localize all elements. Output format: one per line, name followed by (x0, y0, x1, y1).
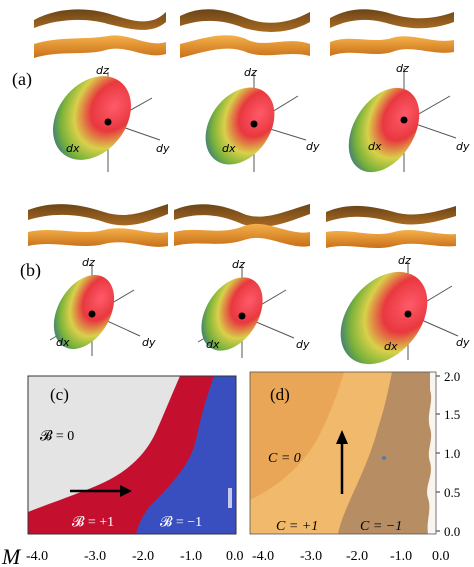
axis-dx-a1: dx (66, 142, 80, 155)
region-c-zero (250, 372, 344, 500)
d-tick-4: 0.0 (432, 549, 450, 564)
d-tick-1: -3.0 (300, 549, 322, 564)
axis-dy-b1: dy (142, 336, 156, 349)
panel-d-right-axis: 2.0 1.5 1.0 0.5 0.0 (436, 369, 460, 539)
panel-d-arrow-head (336, 430, 348, 444)
band-plot-a3 (330, 9, 454, 56)
panel-a-spheres: dz dx dy dz dx dy dz dx dy (53, 62, 470, 173)
axis-dx-a3: dx (368, 140, 382, 153)
d-tick-2: -2.0 (346, 549, 368, 564)
panel-c-region-label-1: 𝓑 = +1 (72, 515, 114, 530)
axis-dz-a1: dz (96, 64, 109, 77)
panel-c-label: (c) (50, 385, 69, 404)
axis-dy-b2: dy (296, 338, 310, 351)
axis-dx-b1: dx (56, 336, 70, 349)
right-tick-3: 0.5 (444, 485, 460, 500)
axis-dx-b2: dx (206, 338, 220, 351)
axis-dz-a3: dz (396, 62, 409, 75)
band-plot-b1 (28, 204, 168, 247)
axis-dx-a2: dx (222, 142, 236, 155)
right-tick-1: 1.5 (444, 407, 460, 422)
axis-dy-a3: dy (456, 140, 470, 153)
right-tick-4: 0.0 (444, 524, 460, 539)
axis-dx-b3: dx (384, 340, 398, 353)
sphere-plot-b2: dz dx dy (197, 258, 310, 358)
axis-dz-a2: dz (244, 66, 257, 79)
sphere-plot-a3: dz dx dy (348, 62, 470, 173)
panel-d-label: (d) (270, 385, 290, 404)
band-plot-a2 (180, 9, 310, 58)
bottom-axis-label: M (1, 544, 22, 567)
axis-dz-b2: dz (232, 258, 245, 271)
band-plot-b3 (326, 205, 456, 248)
bottom-axis: M -4.0 -3.0 -2.0 -1.0 0.0 -4.0 -3.0 -2.0… (1, 544, 450, 567)
d-tick-0: -4.0 (252, 549, 274, 564)
c-tick-4: 0.0 (226, 549, 244, 564)
axis-dy-b3: dy (456, 336, 470, 349)
c-tick-0: -4.0 (26, 549, 48, 564)
panel-b-label: (b) (20, 260, 41, 281)
panel-b-bands (28, 204, 456, 248)
c-tick-3: -1.0 (180, 549, 202, 564)
sphere-plot-a2: dz dx dy (205, 66, 320, 172)
c-tick-1: -3.0 (84, 549, 106, 564)
panel-d-phase-diagram: (d) C = 0 C = +1 C = −1 2.0 1.5 1.0 0.5 … (249, 369, 460, 539)
panel-a-label: (a) (12, 69, 32, 90)
axis-dz-b1: dz (82, 256, 95, 269)
panel-c-region-label-2: 𝓑 = −1 (160, 515, 202, 530)
d-tick-3: -1.0 (390, 549, 412, 564)
band-plot-a1 (34, 9, 166, 58)
sphere-plot-b3: dz dx dy (340, 254, 470, 365)
panel-c-region-label-0: 𝓑 = 0 (40, 429, 74, 444)
panel-d-region-label-2: C = −1 (360, 519, 402, 534)
axis-dz-b3: dz (398, 254, 411, 267)
panel-b-spheres: dz dx dy dz dx dy dz dx dy (49, 254, 470, 365)
right-tick-0: 2.0 (444, 369, 460, 384)
sphere-plot-b1: dz dx dy (49, 256, 156, 356)
panel-d-region-label-0: C = 0 (268, 451, 301, 466)
panel-d-region-label-1: C = +1 (276, 519, 318, 534)
panel-c-phase-diagram: (c) 𝓑 = 0 𝓑 = +1 𝓑 = −1 (27, 375, 237, 535)
right-tick-2: 1.0 (444, 446, 460, 461)
panel-c-arrow-head (120, 485, 132, 497)
region-b-zero (28, 376, 180, 512)
panel-a-bands (34, 9, 454, 58)
band-plot-b2 (174, 204, 310, 247)
c-tick-2: -2.0 (132, 549, 154, 564)
sphere-plot-a1: dz dx dy (53, 64, 170, 172)
axis-dy-a2: dy (306, 140, 320, 153)
axis-dy-a1: dy (156, 142, 170, 155)
